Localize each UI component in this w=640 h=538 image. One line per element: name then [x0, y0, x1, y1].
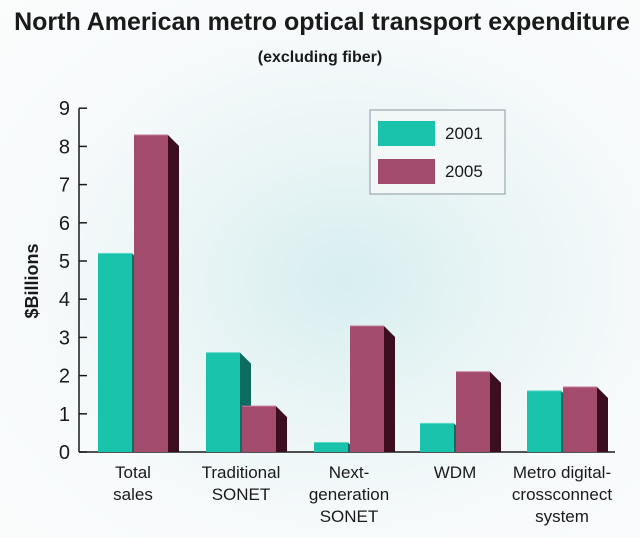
x-category-label: Next-generation SONET — [309, 463, 389, 526]
legend-label-2005: 2005 — [445, 162, 483, 181]
chart-title: North American metro optical transport e… — [14, 8, 630, 36]
y-tick-label: 7 — [59, 175, 70, 197]
x-category-label: WDM — [434, 463, 476, 482]
legend-swatch-2001 — [378, 121, 435, 146]
y-tick-label: 8 — [59, 136, 70, 158]
y-tick-label: 5 — [59, 251, 70, 273]
y-tick-label: 1 — [59, 404, 70, 426]
legend: 2001 2005 — [369, 109, 506, 195]
y-tick-label: 3 — [59, 327, 70, 349]
chart-subtitle: (excluding fiber) — [258, 49, 382, 66]
y-tick-label: 2 — [59, 366, 70, 388]
y-tick-label: 9 — [59, 98, 70, 120]
y-tick-label: 0 — [59, 442, 70, 464]
bar-2005-5 — [563, 386, 608, 452]
legend-label-2001: 2001 — [445, 124, 483, 143]
x-category-label: Traditional SONET — [202, 463, 281, 504]
x-axis-labels: Total sales Traditional SONET Next-generatio… — [113, 463, 612, 526]
y-tick-label: 6 — [59, 213, 70, 235]
bar-2005-2 — [242, 405, 287, 452]
bar-2005-3 — [350, 325, 395, 452]
y-axis-label: $Billions — [22, 243, 42, 318]
bar-2005-4 — [456, 371, 501, 452]
bar-2001-2 — [206, 352, 251, 452]
x-category-label: Metro digital-crossconnect system — [512, 463, 612, 526]
x-category-label: Total sales — [113, 463, 153, 504]
legend-swatch-2005 — [378, 159, 435, 184]
bars — [98, 134, 608, 454]
bar-2005-1 — [134, 134, 179, 452]
y-tick-label: 4 — [59, 289, 70, 311]
